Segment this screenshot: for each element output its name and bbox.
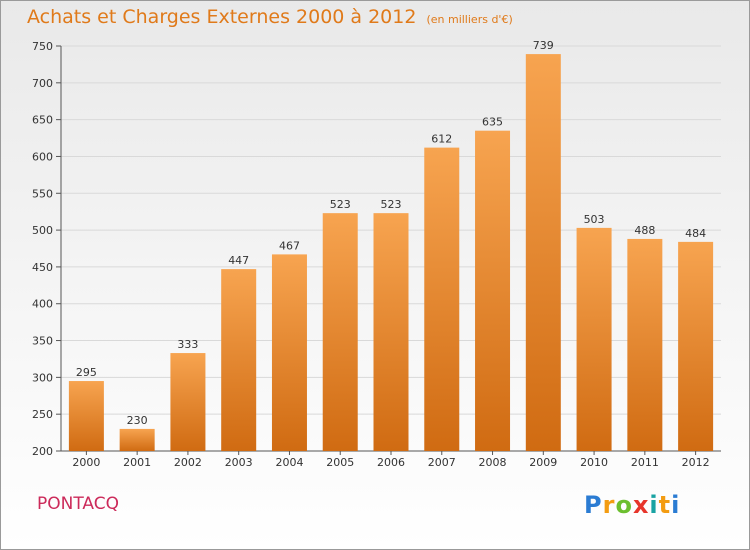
data-label: 739 [533,39,554,52]
logo-letter: t [658,491,672,519]
logo-letter: x [632,491,650,519]
data-label: 447 [228,254,249,267]
logo-letter: r [602,491,616,519]
x-tick-label: 2004 [275,456,303,469]
logo-letter: i [649,491,659,519]
bar [678,241,714,451]
logo-letter: P [584,491,603,519]
y-tick-label: 550 [32,187,53,200]
bar [221,269,257,451]
x-tick-label: 2000 [72,456,100,469]
bar [576,227,612,451]
bar [322,213,358,451]
bar [424,147,460,452]
x-tick-labels: 2000 2001 2002 2003 2004 2005 2006 2007 2008 2009… [72,456,709,469]
place-name: PONTACQ [37,494,119,514]
x-tick-label: 2005 [326,456,354,469]
data-label: 612 [431,133,452,146]
data-label: 503 [584,213,605,226]
x-tick-label: 2003 [225,456,253,469]
bar [627,238,663,451]
y-tick-label: 300 [32,371,53,384]
x-tick-label: 2010 [580,456,608,469]
x-tick-label: 2008 [479,456,507,469]
bar [373,213,409,451]
bar [475,130,511,451]
x-tick-label: 2002 [174,456,202,469]
y-tick-label: 200 [32,445,53,458]
y-tick-label: 400 [32,298,53,311]
data-label: 484 [685,227,706,240]
y-tick-label: 500 [32,224,53,237]
x-tick-label: 2012 [682,456,710,469]
data-label: 523 [330,198,351,211]
proxiti-logo: Proxiti [584,491,680,519]
x-tick-label: 2009 [529,456,557,469]
chart-title-text: Achats et Charges Externes 2000 à 2012 [27,6,417,28]
data-label: 488 [634,224,655,237]
logo-letter: o [615,491,633,519]
chart-subtitle: (en milliers d'€) [426,13,513,26]
y-tick-label: 350 [32,335,53,348]
x-tick-label: 2007 [428,456,456,469]
bar [68,381,104,451]
bars [68,54,714,452]
value-labels: 295 230 333 447 467 523 523 612 635 739 503 488 484 [76,39,706,427]
x-tick-label: 2001 [123,456,151,469]
y-tick-labels: 200 250 300 350 400 450 500 550 600 650 700 750 [32,40,53,458]
x-tick-label: 2006 [377,456,405,469]
y-tick-label: 450 [32,261,53,274]
logo-letter: i [671,491,681,519]
y-tick-label: 750 [32,40,53,53]
y-tick-label: 250 [32,408,53,421]
y-tick-label: 700 [32,77,53,90]
y-tick-label: 650 [32,114,53,127]
bar [170,353,206,451]
chart-title: Achats et Charges Externes 2000 à 2012 (e… [27,6,513,28]
y-tick-label: 600 [32,150,53,163]
data-label: 467 [279,239,300,252]
bar [119,428,155,451]
x-tick-label: 2011 [631,456,659,469]
data-label: 333 [177,338,198,351]
data-label: 635 [482,116,503,129]
data-label: 230 [127,414,148,427]
data-label: 295 [76,366,97,379]
data-label: 523 [381,198,402,211]
bar [525,54,561,451]
bar [271,254,307,451]
